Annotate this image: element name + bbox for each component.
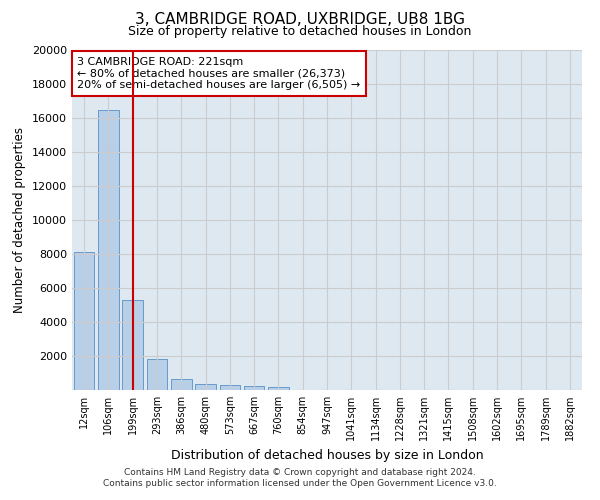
Bar — [146, 358, 167, 390]
Text: Contains HM Land Registry data © Crown copyright and database right 2024.
Contai: Contains HM Land Registry data © Crown c… — [103, 468, 497, 487]
Y-axis label: Number of detached properties: Number of detached properties — [13, 127, 26, 313]
Bar — [195, 384, 216, 390]
X-axis label: Distribution of detached houses by size in London: Distribution of detached houses by size … — [170, 448, 484, 462]
Bar — [171, 379, 191, 390]
Text: 3, CAMBRIDGE ROAD, UXBRIDGE, UB8 1BG: 3, CAMBRIDGE ROAD, UXBRIDGE, UB8 1BG — [135, 12, 465, 28]
Text: 3 CAMBRIDGE ROAD: 221sqm
← 80% of detached houses are smaller (26,373)
20% of se: 3 CAMBRIDGE ROAD: 221sqm ← 80% of detach… — [77, 57, 361, 90]
Bar — [98, 110, 119, 390]
Bar — [74, 252, 94, 390]
Bar — [244, 386, 265, 390]
Bar — [122, 300, 143, 390]
Bar — [220, 385, 240, 390]
Text: Size of property relative to detached houses in London: Size of property relative to detached ho… — [128, 25, 472, 38]
Bar — [268, 387, 289, 390]
